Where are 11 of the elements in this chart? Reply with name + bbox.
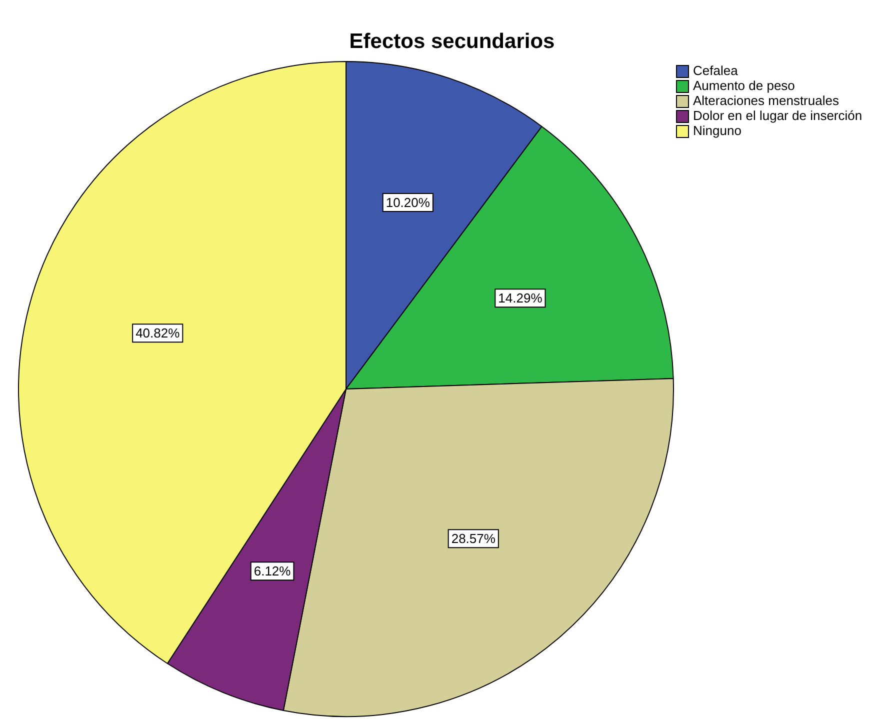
chart-title: Efectos secundarios (348, 30, 556, 54)
legend-label: Aumento de peso (693, 78, 796, 93)
legend-label: Ninguno (693, 123, 742, 138)
legend-label: Alteraciones menstruales (693, 93, 840, 108)
data-label: 10.20% (386, 195, 430, 210)
data-label: 28.57% (451, 531, 496, 546)
legend-label: Cefalea (693, 63, 739, 78)
data-label: 40.82% (136, 326, 180, 341)
legend-label: Dolor en el lugar de inserción (693, 108, 864, 123)
data-label: 14.29% (498, 290, 543, 306)
data-label: 6.12% (254, 564, 292, 579)
